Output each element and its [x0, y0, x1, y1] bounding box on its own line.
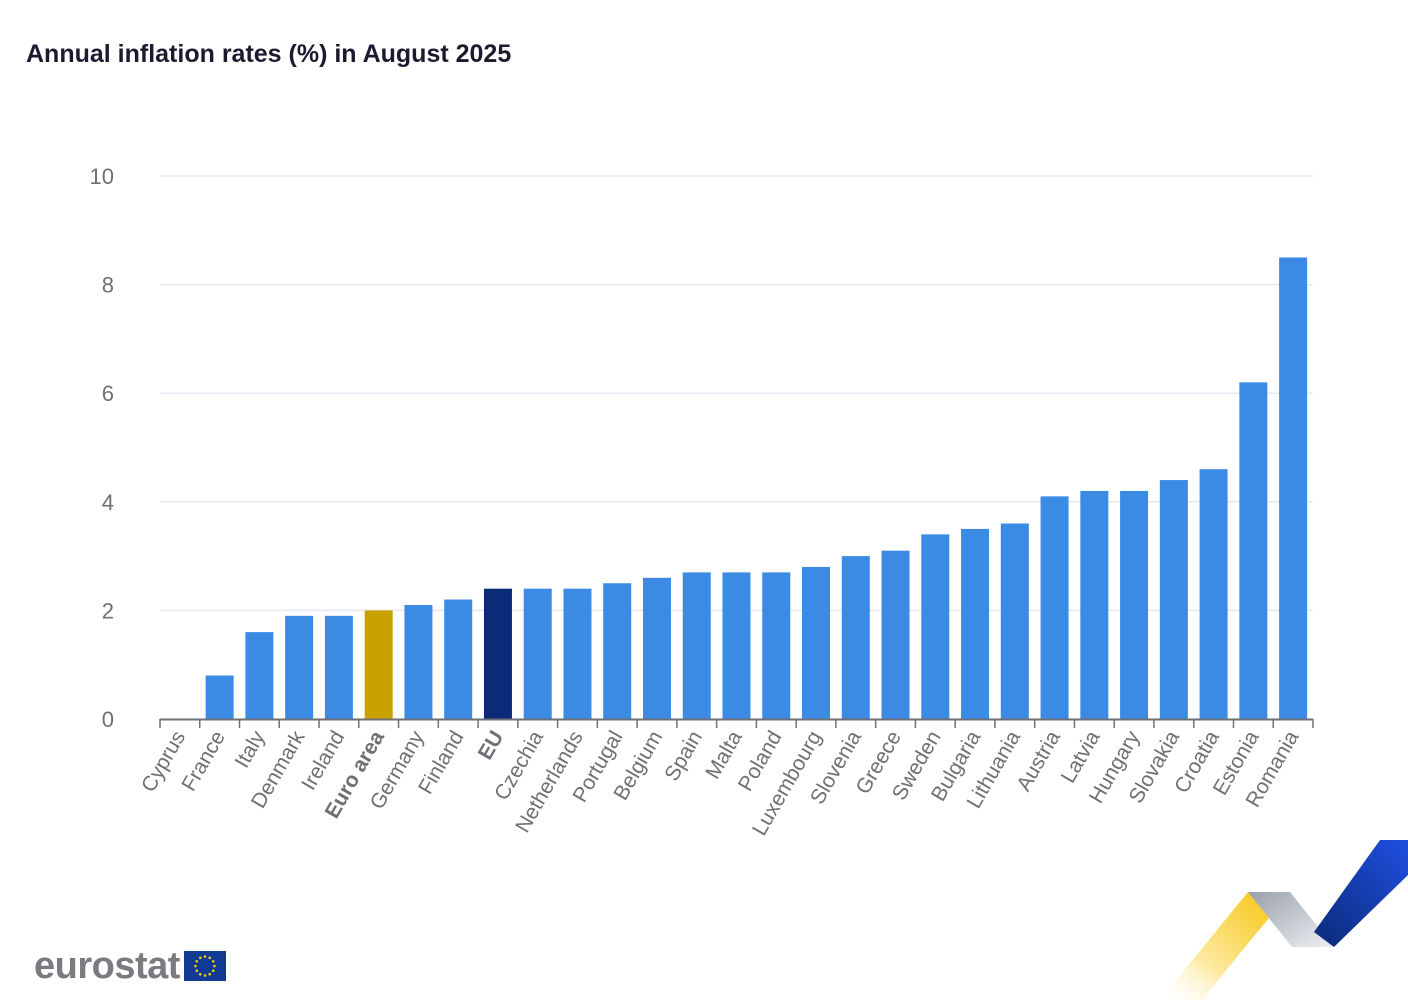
bar-luxembourg [802, 566, 831, 719]
bar-portugal [603, 583, 632, 719]
y-axis: 0 2 4 6 8 10 [90, 164, 114, 732]
y-tick-label: 8 [102, 273, 114, 298]
flag-star [211, 959, 215, 963]
bar-austria [1040, 496, 1069, 719]
bar-lithuania [1000, 523, 1029, 719]
bar-slovakia [1159, 480, 1188, 719]
flag-star [198, 972, 202, 976]
x-tick-label: EU [474, 727, 509, 764]
flag-star [208, 972, 211, 976]
bar-euro-area [364, 610, 393, 719]
bar-netherlands [563, 588, 592, 719]
bar-slovenia [841, 556, 870, 719]
eurostat-ribbon-icon [1160, 840, 1408, 1000]
bar-poland [762, 572, 791, 719]
flag-star [194, 964, 197, 968]
flag-star [208, 956, 211, 960]
bar-belgium [642, 577, 671, 719]
bar-france [205, 675, 234, 719]
x-tick-label: Spain [660, 727, 707, 785]
logo-text: eurostat [34, 945, 180, 987]
flag-star [198, 956, 202, 960]
bar-romania [1279, 257, 1308, 719]
bars [205, 257, 1308, 719]
bar-eu [483, 588, 512, 719]
bar-greece [881, 550, 910, 719]
bar-malta [722, 572, 751, 719]
bar-italy [245, 632, 274, 719]
bar-sweden [921, 534, 950, 719]
bar-denmark [285, 615, 314, 719]
chart-title: Annual inflation rates (%) in August 202… [26, 40, 512, 68]
flag-star [203, 974, 207, 977]
bar-finland [444, 599, 473, 719]
y-tick-label: 0 [102, 707, 114, 732]
flag-star [195, 959, 198, 963]
eu-flag-icon [183, 951, 226, 981]
y-tick-label: 2 [102, 598, 114, 623]
bar-hungary [1120, 490, 1149, 719]
bar-estonia [1239, 382, 1268, 719]
flag-star [203, 955, 207, 958]
eurostat-logo: eurostat [34, 946, 226, 986]
y-tick-label: 4 [102, 490, 114, 515]
flag-star [213, 964, 216, 968]
bar-germany [404, 604, 433, 719]
y-tick-label: 6 [102, 381, 114, 406]
bar-spain [682, 572, 711, 719]
y-tick-label: 10 [90, 164, 114, 189]
flag-star [195, 969, 198, 973]
bar-ireland [324, 615, 353, 719]
x-tick-label: Italy [231, 727, 270, 772]
bar-latvia [1080, 490, 1109, 719]
bar-croatia [1199, 469, 1228, 719]
flag-star [211, 969, 215, 973]
bar-czechia [523, 588, 552, 719]
bar-bulgaria [961, 528, 990, 719]
